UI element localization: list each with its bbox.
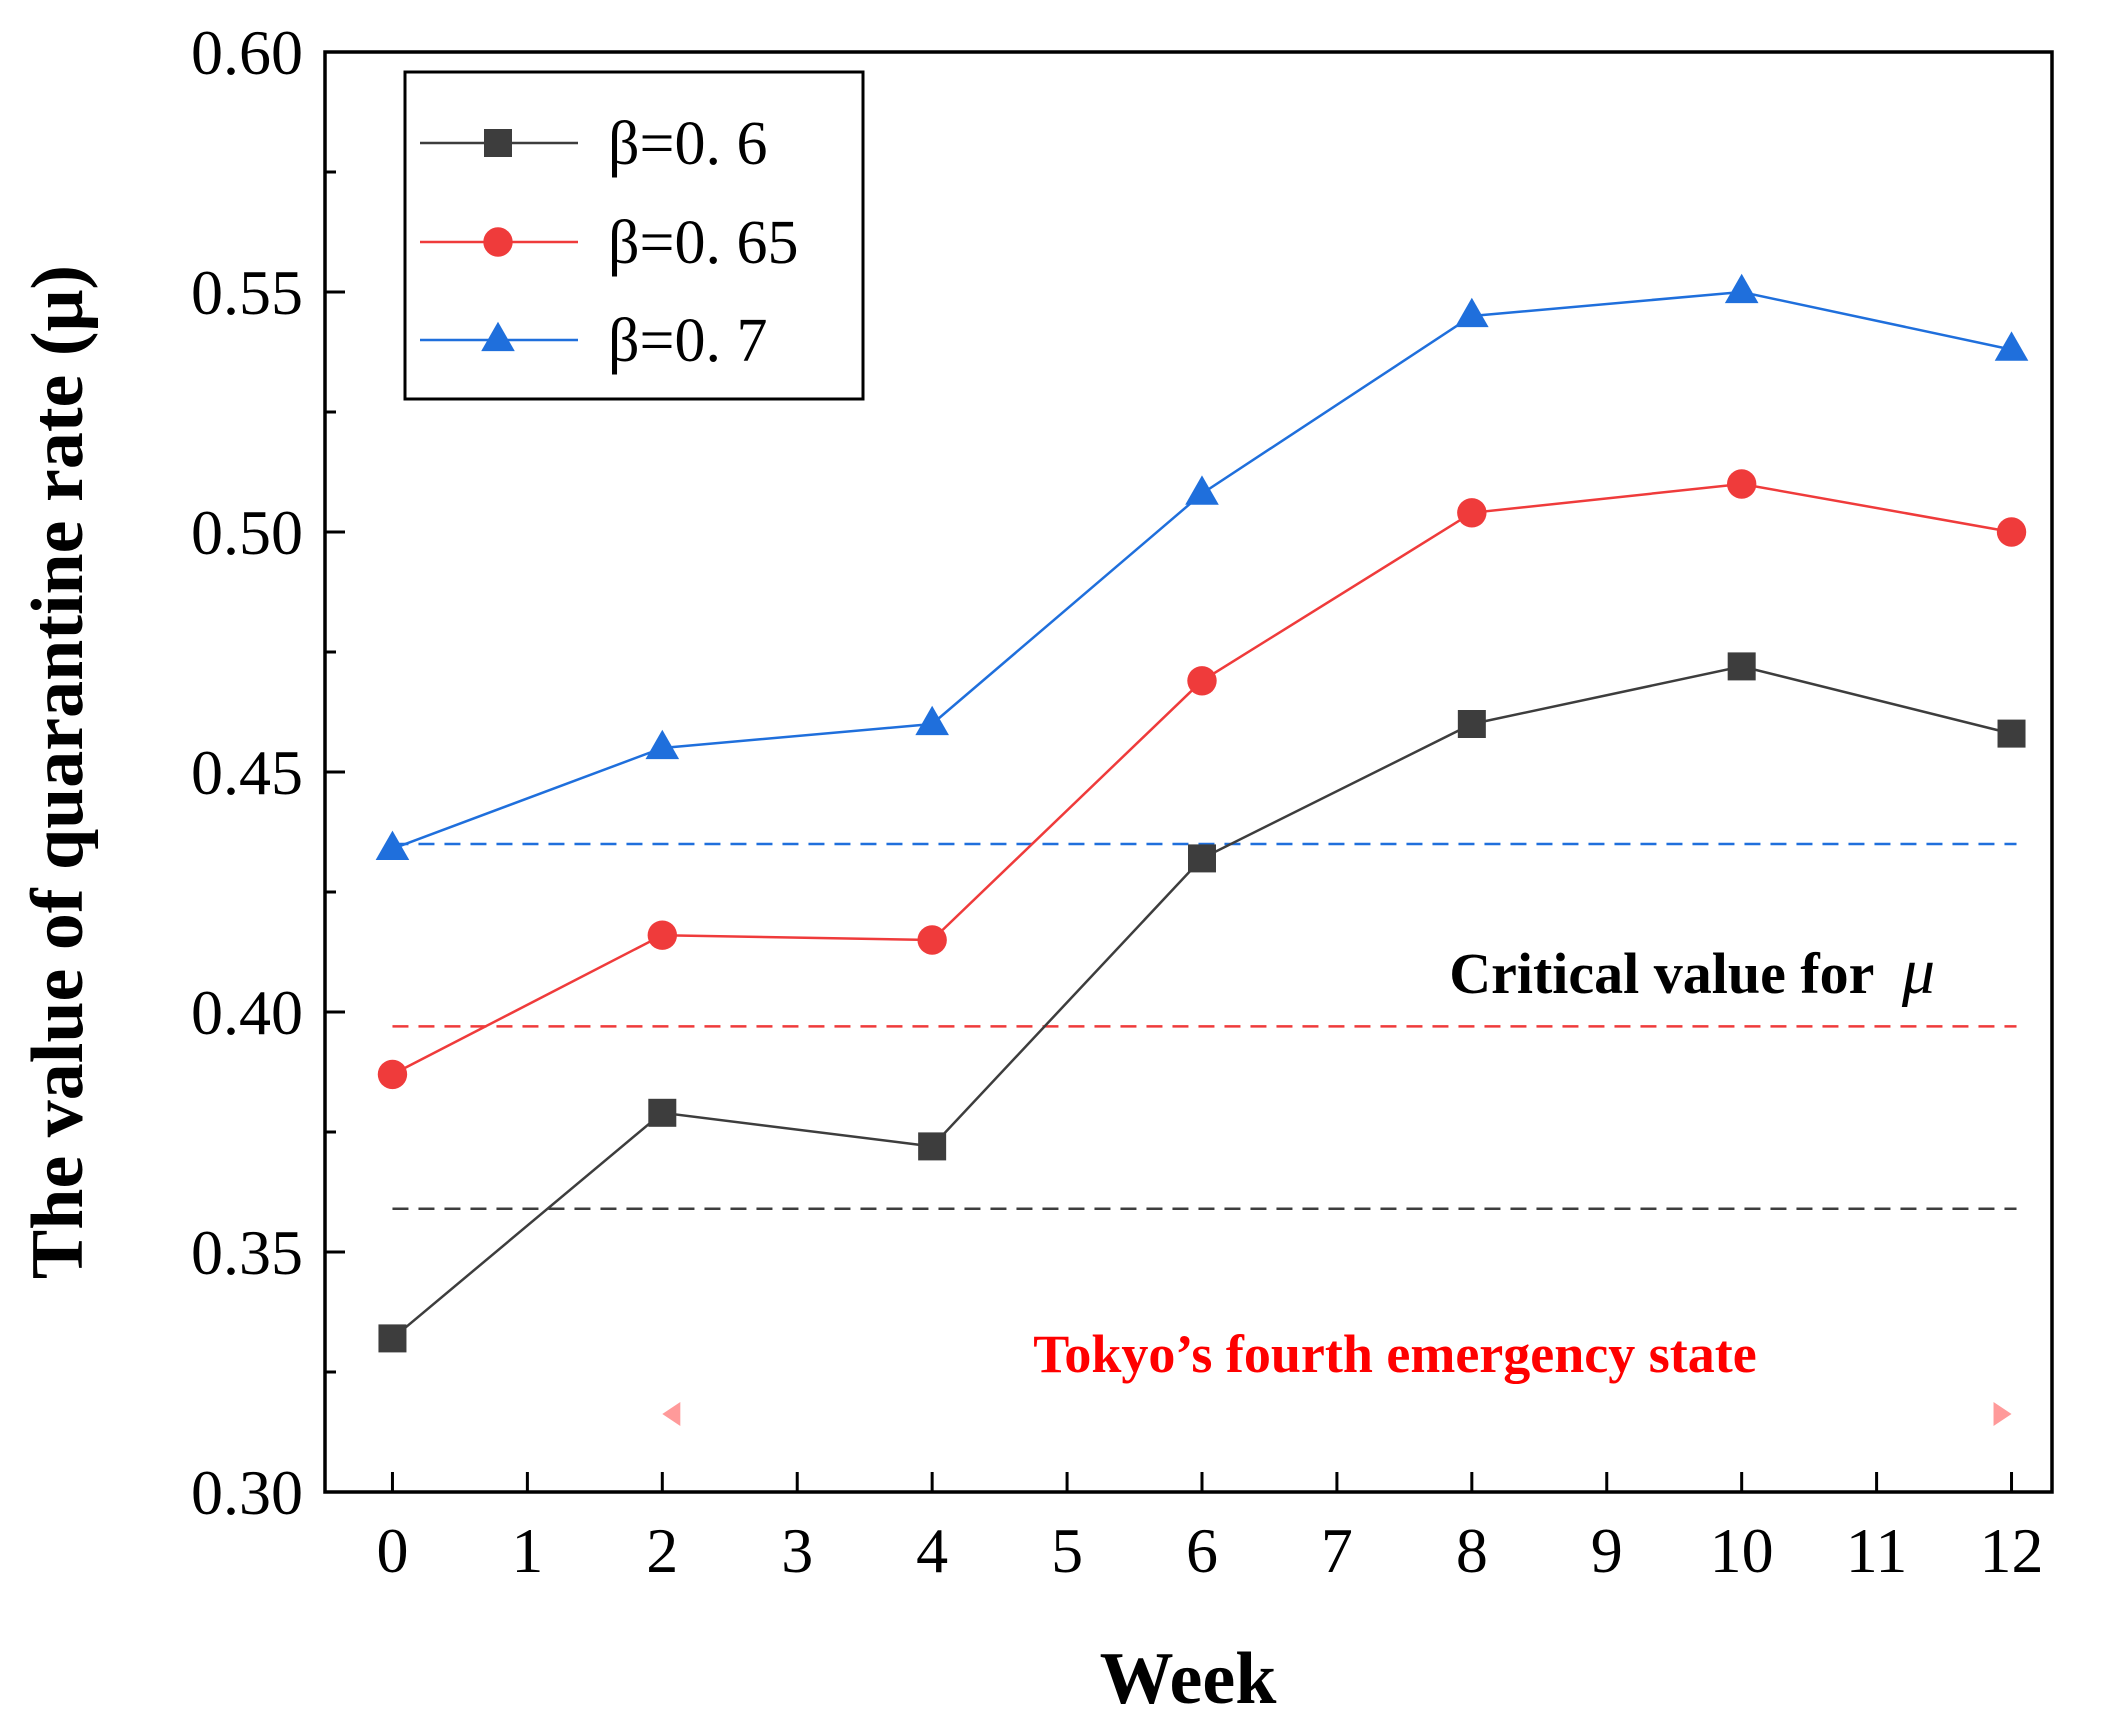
data-point-square [484,129,512,157]
data-point-circle [917,925,947,955]
legend-label: β=0. 65 [608,209,799,277]
emergency-arrow-head-right [1993,1402,2012,1426]
series-1 [377,469,2027,1090]
data-point-triangle [481,321,515,352]
legend-label: β=0. 6 [608,110,768,178]
x-tick-label: 8 [1456,1515,1488,1586]
x-tick-label: 5 [1051,1515,1083,1586]
y-tick-label: 0.60 [191,17,303,88]
x-tick-label: 4 [916,1515,948,1586]
data-point-square [1997,719,2026,748]
y-axis-ticks: 0.30 0.35 0.40 0.45 0.50 0.55 0.60 [191,17,345,1528]
data-point-circle [1726,469,1757,499]
y-tick-label: 0.30 [191,1457,303,1528]
critical-value-annotation: Critical value for μ [1449,935,1935,1008]
data-point-square [918,1132,947,1161]
data-point-circle [1457,498,1487,528]
critical-value-label: Critical value for [1449,941,1873,1006]
legend: β=0. 6 β=0. 65 β=0. 7 [403,70,865,401]
svg-text:Critical value for μ: Critical value for μ [1449,935,1935,1008]
x-tick-label: 9 [1591,1515,1623,1586]
emergency-state-label: Tokyo’s fourth emergency state [1033,1324,1756,1384]
data-point-circle [483,227,513,257]
y-tick-label: 0.50 [191,497,303,568]
legend-item: β=0. 65 [420,209,799,277]
emergency-state-arrow [662,1402,2012,1426]
series-2 [375,273,2029,860]
x-tick-label: 6 [1186,1515,1218,1586]
data-point-square [1187,844,1216,873]
data-point-circle [647,920,678,950]
series-0 [378,652,2026,1353]
data-point-circle [1187,666,1217,696]
data-point-triangle [645,729,680,760]
data-point-square [1457,710,1486,738]
critical-lines [392,842,2017,1211]
x-tick-label: 10 [1710,1515,1774,1586]
x-tick-label: 3 [781,1515,813,1586]
x-tick-label: 0 [376,1515,408,1586]
legend-item: β=0. 7 [420,307,768,375]
data-point-square [378,1324,407,1353]
x-tick-label: 7 [1321,1515,1353,1586]
data-point-square [1727,652,1756,681]
data-point-triangle [1724,273,1759,304]
emergency-arrow-head-left [662,1402,681,1426]
x-axis-ticks: 0 1 2 3 4 5 6 7 8 9 10 11 12 [376,1472,2044,1586]
data-point-triangle [1185,475,1219,505]
y-tick-label: 0.40 [191,977,303,1048]
x-tick-label: 2 [646,1515,678,1586]
data-point-circle [377,1059,408,1090]
data-point-triangle [375,830,410,860]
y-tick-label: 0.45 [191,737,303,808]
data-point-triangle [1994,331,2029,361]
critical-value-symbol: μ [1901,935,1935,1008]
x-tick-label: 12 [1980,1515,2044,1586]
x-axis-title: Week [1100,1638,1278,1720]
series-layer [375,273,2029,1353]
data-point-triangle [915,705,949,736]
data-point-square [648,1098,677,1127]
x-tick-label: 1 [511,1515,543,1586]
legend-label: β=0. 7 [608,307,768,375]
data-point-triangle [1455,297,1489,328]
y-axis-title: The value of quarantine rate (μ) [17,265,99,1279]
y-tick-label: 0.35 [191,1217,303,1288]
y-tick-label: 0.55 [191,257,303,328]
legend-item: β=0. 6 [420,110,768,178]
data-point-circle [1996,517,2027,547]
legend-box [403,70,865,401]
x-tick-label: 11 [1846,1515,1908,1586]
